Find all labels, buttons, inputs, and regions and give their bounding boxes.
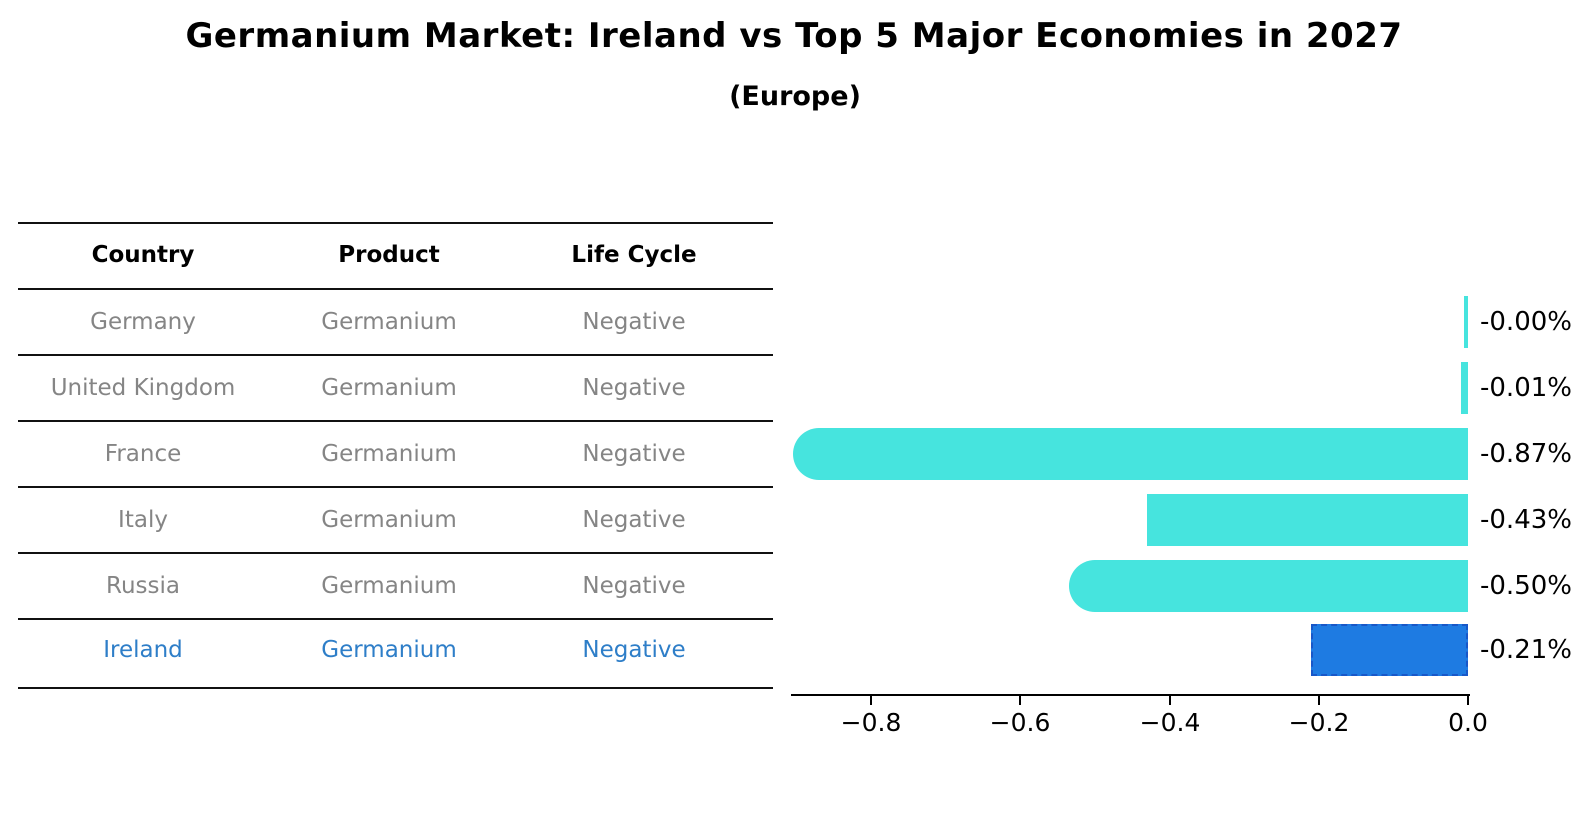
x-axis-tick [1169, 696, 1171, 705]
table-cell: Germanium [321, 637, 457, 663]
bar-value-label: -0.21% [1480, 635, 1572, 665]
x-axis-tick-label: −0.4 [1139, 708, 1201, 737]
table-cell: Italy [118, 507, 168, 533]
table-rule [18, 486, 773, 488]
table-cell: Germanium [321, 309, 457, 335]
x-axis-tick [1318, 696, 1320, 705]
table-cell: Negative [582, 309, 686, 335]
x-axis-tick [1467, 696, 1469, 705]
chart-title: Germanium Market: Ireland vs Top 5 Major… [185, 16, 1403, 56]
x-axis-tick-label: 0.0 [1448, 708, 1488, 737]
bar-value-label: -0.01% [1480, 373, 1572, 403]
table-cell: Germany [90, 309, 196, 335]
table-cell: Negative [582, 637, 686, 663]
bar-value-label: -0.43% [1480, 505, 1572, 535]
column-header-product: Product [338, 242, 440, 268]
table-cell: Germanium [321, 375, 457, 401]
x-axis-tick [870, 696, 872, 705]
bar-italy [1147, 494, 1468, 546]
x-axis-tick-label: −0.2 [1288, 708, 1350, 737]
x-axis-tick-label: −0.6 [989, 708, 1051, 737]
table-rule [18, 420, 773, 422]
column-header-life-cycle: Life Cycle [571, 242, 697, 268]
table-rule [18, 687, 773, 689]
column-header-country: Country [91, 242, 195, 268]
bar-value-label: -0.50% [1480, 571, 1572, 601]
table-cell: Germanium [321, 441, 457, 467]
table-cell: Russia [106, 573, 180, 599]
table-rule [18, 354, 773, 356]
x-axis-line [791, 694, 1470, 696]
x-axis-tick-label: −0.8 [840, 708, 902, 737]
bar-germany [1464, 296, 1468, 348]
table-rule [18, 222, 773, 224]
table-cell: France [104, 441, 182, 467]
x-axis-tick [1019, 696, 1021, 705]
table-cell: Negative [582, 375, 686, 401]
bar-france [793, 428, 1468, 480]
table-cell: Negative [582, 507, 686, 533]
table-cell: Germanium [321, 573, 457, 599]
bar-value-label: -0.87% [1480, 439, 1572, 469]
table-cell: United Kingdom [50, 375, 236, 401]
bar-value-label: -0.00% [1480, 307, 1572, 337]
chart-subtitle: (Europe) [729, 81, 861, 112]
table-rule [18, 552, 773, 554]
bar-russia [1069, 560, 1468, 612]
table-cell: Negative [582, 441, 686, 467]
bar-united-kingdom [1461, 362, 1468, 414]
table-cell: Germanium [321, 507, 457, 533]
table-cell: Ireland [103, 637, 183, 663]
table-cell: Negative [582, 573, 686, 599]
table-rule [18, 618, 773, 620]
table-rule [18, 288, 773, 290]
bar-ireland [1311, 624, 1468, 676]
